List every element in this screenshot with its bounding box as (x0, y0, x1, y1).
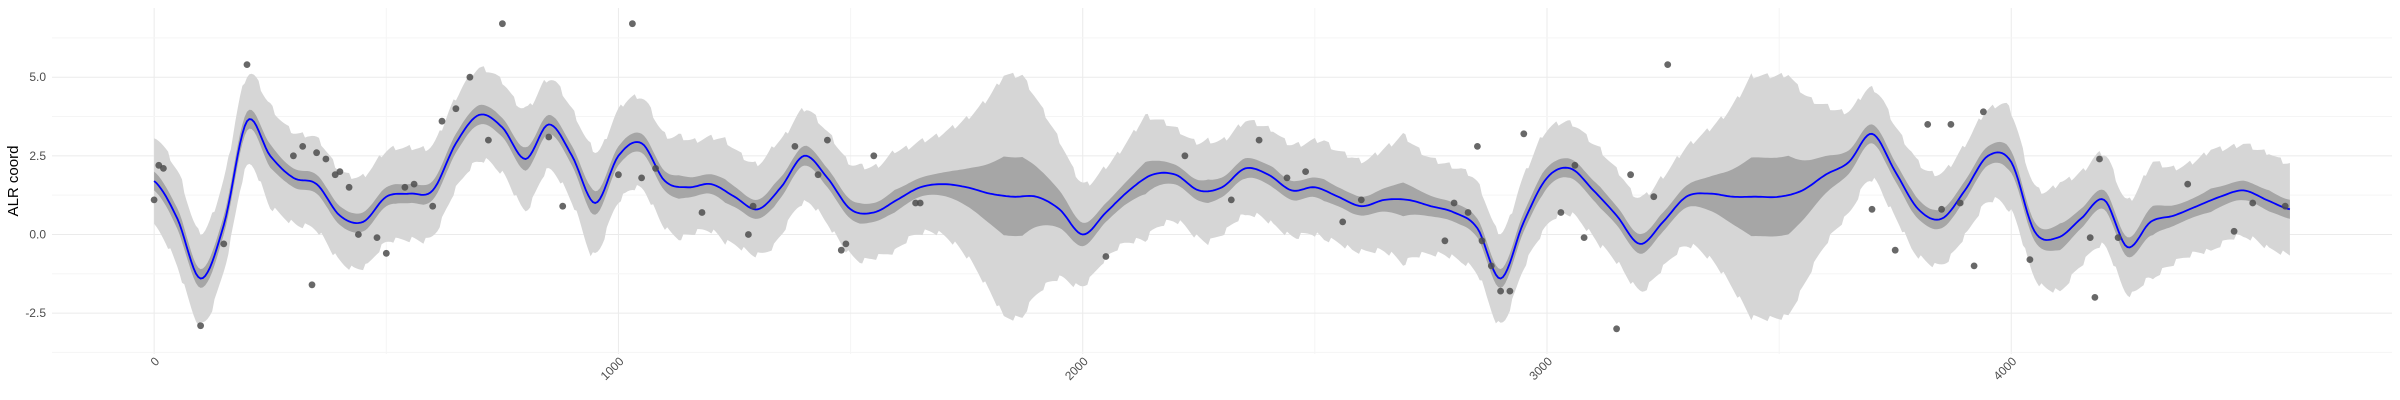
x-tick-label: 4000 (1991, 354, 2020, 383)
observation-point (1557, 209, 1565, 216)
observation-point (814, 171, 822, 179)
observation-point (1497, 287, 1504, 295)
observation-point (652, 165, 659, 172)
observation-point (2114, 234, 2122, 242)
observation-point (438, 117, 446, 125)
observation-point (1868, 205, 1876, 213)
observation-point (243, 61, 251, 68)
y-tick-label: 2.5 (29, 149, 46, 163)
observation-point (1227, 196, 1235, 204)
observation-point (791, 143, 799, 150)
observation-point (1474, 143, 1481, 150)
observation-point (410, 180, 418, 188)
observation-point (299, 143, 307, 150)
y-axis-title: ALR coord (5, 146, 22, 217)
observation-point (1938, 205, 1945, 213)
observation-point (1339, 218, 1347, 226)
mean-line-path (153, 113, 2291, 280)
mean-trend-line (153, 113, 2291, 280)
observation-point (1441, 237, 1449, 245)
observation-point (2249, 199, 2257, 207)
y-tick-label: 0.0 (29, 227, 46, 241)
observation-point (313, 149, 320, 157)
observation-point (1970, 262, 1978, 270)
observation-point (824, 136, 831, 144)
observation-point (160, 165, 167, 172)
observation-point (373, 234, 381, 242)
observation-point (545, 133, 553, 141)
observation-point (1520, 130, 1528, 138)
observation-point (870, 152, 878, 160)
x-tick-label: 0 (148, 354, 163, 369)
observation-point (2230, 227, 2238, 235)
observation-point (1891, 246, 1899, 254)
x-tick-label: 2000 (1062, 354, 1091, 383)
x-tick-label: 1000 (598, 354, 627, 383)
observation-point (220, 240, 228, 248)
observation-point (1357, 196, 1365, 204)
observation-point (638, 174, 645, 182)
observation-points (150, 20, 2289, 333)
observation-point (1450, 199, 1458, 207)
observation-point (1487, 262, 1495, 270)
observation-point (1980, 108, 1987, 116)
x-axis-tick-labels: 0 1000 2000 3000 4000 (148, 354, 2020, 383)
observation-point (1650, 193, 1658, 201)
observation-point (1464, 209, 1472, 216)
observation-point (452, 105, 460, 113)
observation-point (382, 249, 390, 257)
y-tick-label: -2.5 (25, 306, 46, 320)
observation-point (499, 20, 506, 28)
observation-point (1506, 287, 1514, 295)
inner-band-area (154, 104, 2290, 288)
observation-point (559, 202, 567, 210)
observation-point (485, 136, 492, 144)
observation-point (1571, 161, 1579, 169)
observation-point (629, 20, 636, 28)
observation-point (150, 196, 158, 204)
observation-point (698, 209, 706, 216)
observation-point (2184, 180, 2192, 188)
observation-point (466, 73, 474, 81)
observation-point (2026, 256, 2034, 263)
observation-point (1627, 171, 1634, 179)
observation-point (842, 240, 850, 248)
observation-point (345, 183, 353, 191)
observation-point (1613, 325, 1620, 333)
observation-point (322, 155, 330, 163)
observation-point (401, 183, 409, 191)
observation-point (1255, 136, 1263, 144)
observation-point (1580, 234, 1588, 242)
observation-point (1181, 152, 1189, 160)
observation-point (1956, 199, 1964, 207)
observation-point (290, 152, 297, 160)
observation-point (749, 202, 757, 210)
observation-point (355, 231, 362, 238)
inner-confidence-band (154, 104, 2290, 288)
y-axis-tick-labels: -2.5 0.0 2.5 5.0 (25, 70, 46, 320)
observation-point (745, 231, 752, 238)
observation-point (429, 202, 437, 210)
observation-point (2281, 202, 2289, 210)
observation-point (336, 168, 344, 176)
observation-point (615, 171, 622, 179)
observation-point (308, 281, 316, 289)
observation-point (1102, 253, 1110, 260)
y-tick-label: 5.0 (29, 70, 46, 84)
observation-point (1924, 121, 1932, 128)
observation-point (197, 322, 205, 330)
observation-point (1478, 237, 1486, 245)
observation-point (2086, 234, 2094, 242)
observation-point (837, 246, 845, 254)
observation-point (2096, 155, 2103, 163)
observation-point (916, 199, 924, 207)
x-tick-label: 3000 (1526, 354, 1555, 383)
observation-point (1283, 174, 1291, 182)
observation-point (2091, 294, 2099, 301)
observation-point (1664, 61, 1672, 68)
observation-point (1947, 121, 1955, 128)
observation-point (1302, 168, 1309, 176)
